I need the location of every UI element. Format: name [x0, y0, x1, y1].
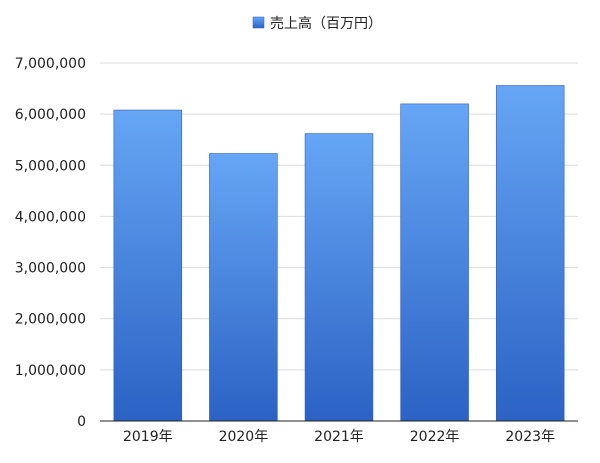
y-tick-label: 7,000,000 — [15, 56, 86, 72]
x-tick-label: 2020年 — [219, 429, 269, 445]
bar-5 — [495, 85, 565, 422]
y-tick-label: 5,000,000 — [15, 158, 86, 174]
y-tick-label: 3,000,000 — [15, 261, 86, 277]
legend-swatch — [252, 16, 265, 29]
legend-label: 売上高（百万円） — [270, 15, 382, 32]
legend: 売上高（百万円） — [252, 15, 382, 32]
x-tick-label: 2023年 — [505, 429, 555, 445]
y-tick-label: 6,000,000 — [15, 107, 86, 123]
x-tick-label: 2019年 — [123, 429, 173, 445]
bar-3 — [304, 133, 374, 422]
y-tick-label: 2,000,000 — [15, 312, 86, 328]
y-tick-label: 0 — [77, 414, 86, 430]
x-tick-label: 2021年 — [314, 429, 364, 445]
x-axis-tick-labels: 2019年 2020年 2021年 2022年 2023年 — [123, 429, 555, 445]
y-tick-label: 4,000,000 — [15, 209, 86, 225]
bar-1 — [113, 109, 183, 422]
bar-4 — [400, 103, 469, 422]
y-tick-label: 1,000,000 — [15, 363, 86, 379]
bars — [113, 85, 565, 422]
bar-2 — [209, 153, 278, 422]
x-tick-label: 2022年 — [410, 429, 460, 445]
y-axis-tick-labels: 0 1,000,000 2,000,000 3,000,000 4,000,000 5,0… — [15, 56, 86, 430]
